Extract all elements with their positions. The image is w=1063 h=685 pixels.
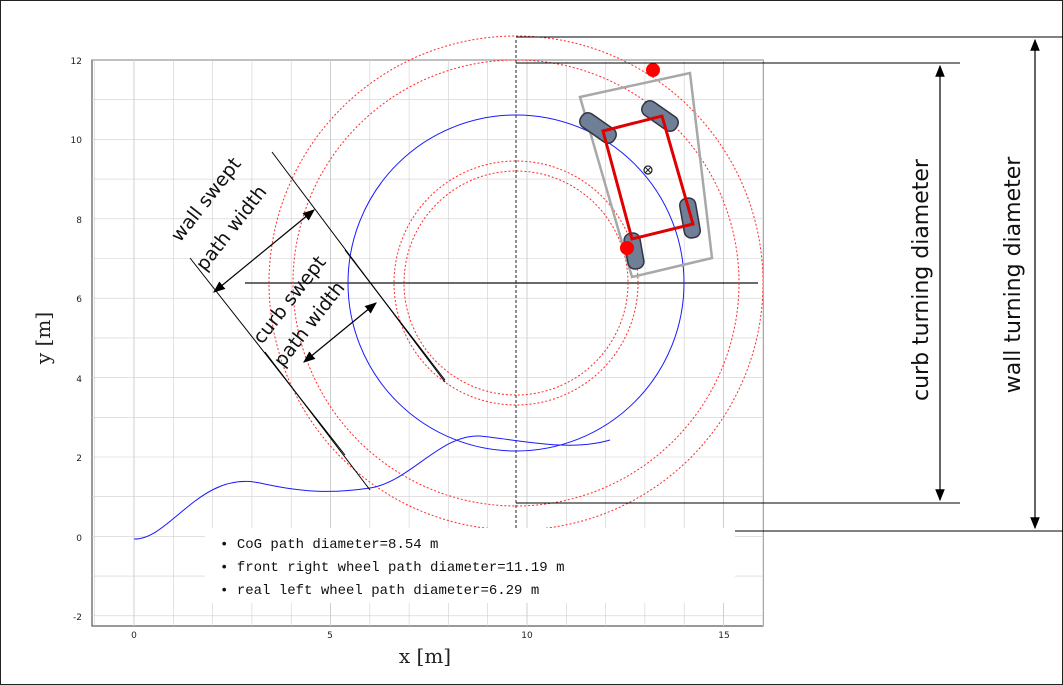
rear-left-wheel-path-inner <box>403 170 629 396</box>
x-tick-0: 0 <box>131 631 137 641</box>
x-tick-15: 15 <box>718 631 729 641</box>
legend-item-1: • CoG path diameter=8.54 m <box>220 537 438 553</box>
rear-left-wheel-path-outer <box>393 160 639 406</box>
cog-approach-path <box>133 435 611 540</box>
y-axis-label: y [m] <box>31 312 55 365</box>
curb-swept-width-arrow <box>303 302 377 363</box>
y-tick-12: 12 <box>71 57 82 67</box>
curb-swept-outer-line <box>264 351 371 491</box>
rear-left-corner-dot <box>620 241 634 255</box>
x-tick-5: 5 <box>327 631 333 641</box>
legend-box <box>205 528 735 603</box>
y-tick-2: 2 <box>76 454 82 464</box>
y-tick-m2: -2 <box>73 613 82 623</box>
vehicle <box>578 63 714 279</box>
wall-turning-diameter-label: wall turning diameter <box>1001 156 1026 394</box>
cog-path-circle <box>347 114 685 452</box>
y-tick-6: 6 <box>76 295 82 305</box>
vehicle-frame <box>601 114 695 241</box>
legend-item-3: • real left wheel path diameter=6.29 m <box>220 583 539 599</box>
legend-item-2: • front right wheel path diameter=11.19 … <box>220 560 564 576</box>
wall-swept-width-arrow <box>213 209 315 293</box>
curb-turning-diameter-label: curb turning diameter <box>909 158 934 401</box>
front-right-corner-dot <box>646 63 660 77</box>
vehicle-body-outline <box>578 71 714 279</box>
front-left-wheel-icon <box>579 111 617 145</box>
x-tick-10: 10 <box>521 631 533 641</box>
y-tick-0: 0 <box>76 534 82 544</box>
front-right-wheel-path-outer <box>268 35 764 531</box>
x-axis-label: x [m] <box>399 644 451 668</box>
curb-swept-inner-line <box>344 249 446 381</box>
y-tick-10: 10 <box>71 136 83 146</box>
y-tick-4: 4 <box>76 375 82 385</box>
y-tick-8: 8 <box>76 216 82 226</box>
